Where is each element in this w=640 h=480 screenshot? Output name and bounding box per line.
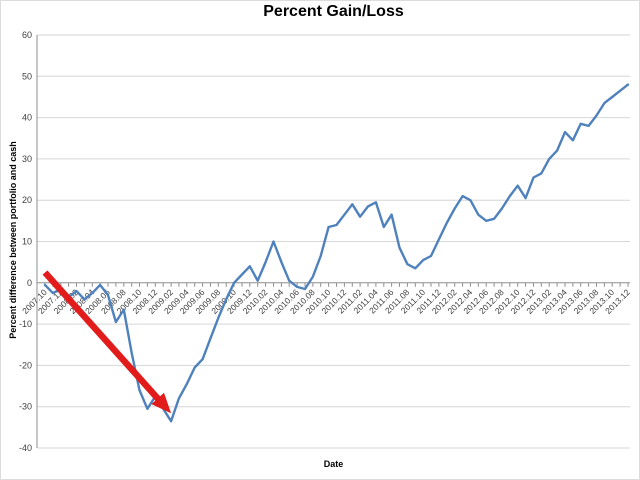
chart-title: Percent Gain/Loss [263,3,404,20]
svg-text:10: 10 [22,237,32,247]
svg-text:-10: -10 [19,319,32,329]
percent-gain-loss-line [43,83,630,423]
red-arrow-annotation [42,270,172,414]
svg-text:20: 20 [22,195,32,205]
gridlines [37,34,630,449]
x-tick-marks [44,282,629,287]
svg-text:50: 50 [22,71,32,81]
svg-text:30: 30 [22,154,32,164]
svg-text:-30: -30 [19,402,32,412]
x-axis-title: Date [323,459,344,469]
svg-text:40: 40 [22,113,32,123]
y-axis-title-wrap: Percent difference between portfolio and… [2,0,24,480]
red-arrow-head [151,392,172,414]
svg-text:0: 0 [27,278,32,288]
y-axis-title: Percent difference between portfolio and… [8,141,19,339]
svg-text:-40: -40 [19,443,32,453]
svg-text:60: 60 [22,30,32,40]
axes [36,35,630,448]
svg-text:-20: -20 [19,360,32,370]
y-tick-labels: 60 50 40 30 20 10 0 -10 -20 -30 -40 [19,30,32,453]
